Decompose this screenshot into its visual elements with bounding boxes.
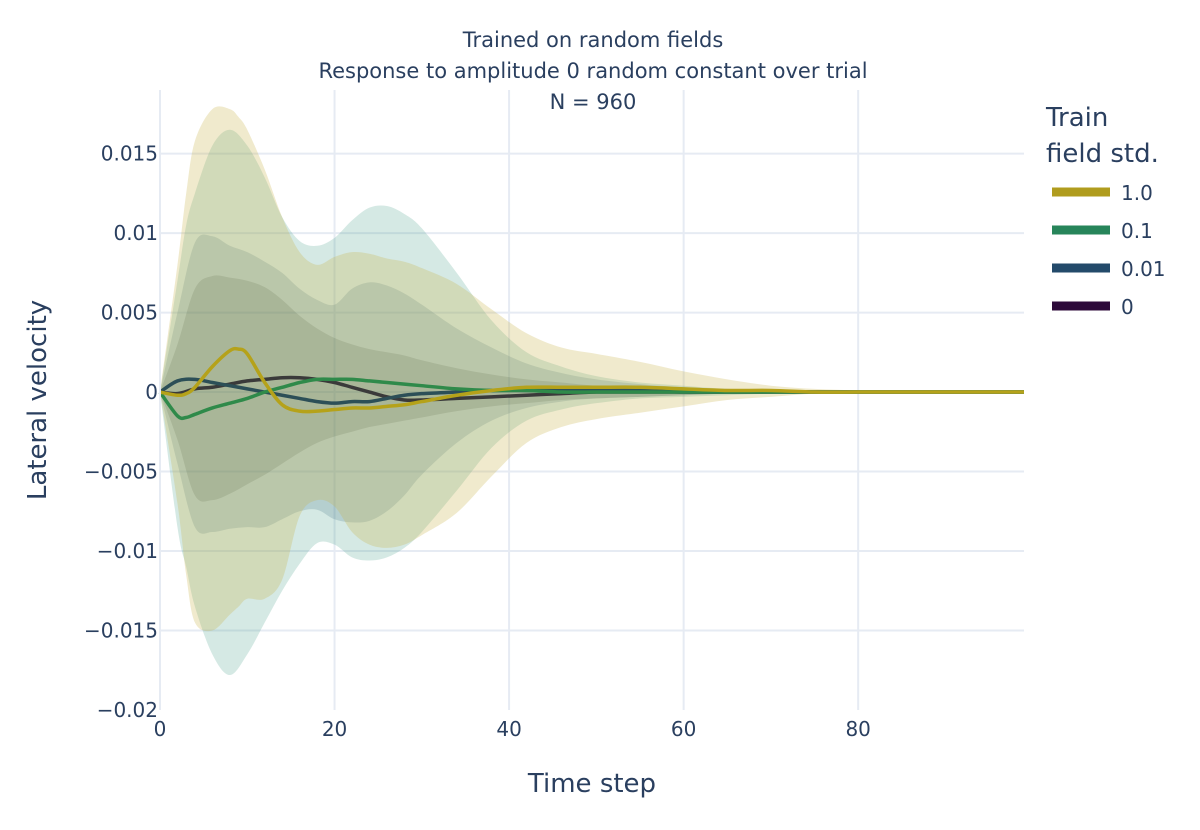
x-tick-label: 20: [322, 717, 347, 741]
x-tick-label: 80: [845, 717, 870, 741]
std-band-0.01: [160, 234, 1024, 534]
y-tick-label: −0.015: [84, 619, 158, 643]
legend-label-0.1: 0.1: [1121, 219, 1153, 243]
y-tick-label: −0.01: [97, 539, 158, 563]
x-axis-title: Time step: [527, 769, 656, 799]
y-tick-label: 0: [145, 380, 158, 404]
x-tick-label: 40: [496, 717, 521, 741]
title-line-1: Trained on random fields: [462, 28, 724, 52]
x-tick-labels: 0 20 40 60 80: [154, 717, 871, 741]
y-tick-label: 0.015: [101, 142, 158, 166]
y-tick-label: 0.005: [101, 301, 158, 325]
legend-title-line-2: field std.: [1046, 139, 1159, 169]
legend-items: 1.0 0.1 0.01 0: [1052, 181, 1166, 319]
legend-label-0: 0: [1121, 295, 1134, 319]
legend-title-line-1: Train: [1045, 103, 1108, 133]
y-tick-labels: −0.02 −0.015 −0.01 −0.005 0 0.005 0.01 0.015: [84, 142, 158, 722]
grid-lines: [160, 90, 1024, 710]
std-band-1.0: [160, 106, 1024, 632]
title-line-2: Response to amplitude 0 random constant …: [318, 59, 867, 83]
y-tick-label: 0.01: [113, 221, 158, 245]
x-tick-label: 0: [154, 717, 167, 741]
y-tick-label: −0.005: [84, 460, 158, 484]
mean-lines: [158, 346, 1024, 421]
legend-label-1.0: 1.0: [1121, 181, 1153, 205]
y-axis-title: Lateral velocity: [23, 300, 53, 500]
std-band-0.1: [160, 129, 1024, 676]
legend: Train field std. 1.0 0.1 0.01 0: [1045, 103, 1166, 319]
mean-line-1.0: [159, 346, 1024, 414]
x-tick-label: 60: [671, 717, 696, 741]
y-tick-label: −0.02: [97, 698, 158, 722]
title-line-3: N = 960: [550, 90, 637, 114]
chart-title: Trained on random fields Response to amp…: [318, 28, 867, 114]
legend-label-0.01: 0.01: [1121, 257, 1166, 281]
